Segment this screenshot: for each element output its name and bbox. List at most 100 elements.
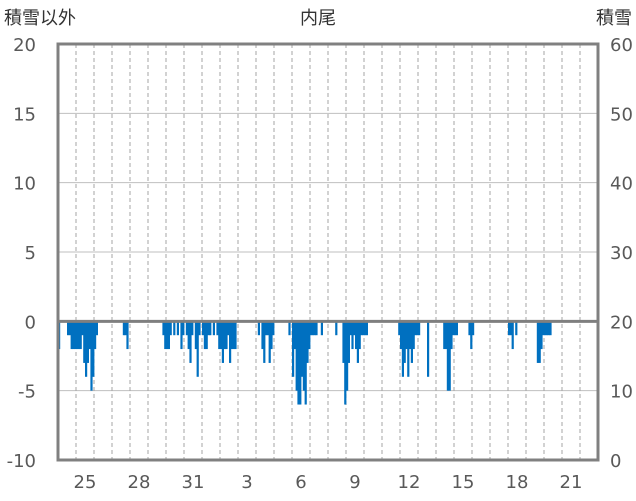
y-tick-label-right: 50	[610, 104, 633, 125]
bar	[400, 321, 403, 350]
bar	[77, 321, 80, 350]
bar	[234, 321, 237, 350]
bar	[304, 321, 307, 405]
left-y-axis: 20 15 10 5 0 -5 -10	[7, 35, 36, 472]
bar	[297, 321, 300, 405]
bar	[229, 321, 232, 363]
bar	[67, 321, 70, 336]
y-tick-label-left: 5	[25, 243, 36, 264]
bar	[405, 321, 408, 350]
bar	[257, 321, 260, 336]
bar	[74, 321, 77, 350]
bar	[295, 321, 298, 391]
bar	[230, 321, 233, 350]
bar	[223, 321, 226, 350]
bar	[410, 321, 413, 363]
bar	[86, 321, 89, 363]
bar	[427, 321, 430, 377]
bar	[358, 321, 361, 350]
bar	[472, 321, 475, 336]
x-tick-label: 9	[349, 472, 360, 493]
bar	[288, 321, 291, 336]
x-axis: 25 28 31 3 6 9 12 15 18 21	[74, 472, 583, 493]
left-axis-title: 積雪以外	[4, 8, 76, 29]
bar	[544, 321, 547, 336]
bar	[122, 321, 125, 336]
y-tick-label-left: 20	[13, 35, 36, 56]
bar	[448, 321, 451, 391]
bar	[293, 321, 296, 350]
y-tick-label-right: 40	[610, 174, 633, 195]
bar	[212, 321, 215, 336]
bar	[508, 321, 511, 336]
bar	[220, 321, 223, 350]
bar	[515, 321, 518, 336]
y-tick-label-left: -5	[18, 382, 36, 403]
bar	[266, 321, 269, 336]
bar	[416, 321, 419, 336]
bar	[218, 321, 221, 350]
bar	[227, 321, 230, 336]
bar	[450, 321, 453, 350]
bar	[538, 321, 541, 363]
bar	[162, 321, 165, 336]
y-tick-label-right: 60	[610, 35, 633, 56]
bar	[443, 321, 446, 350]
bar	[176, 321, 179, 336]
bar	[335, 321, 338, 336]
bar	[272, 321, 275, 336]
bar	[445, 321, 448, 350]
bar	[207, 321, 210, 336]
bar	[95, 321, 98, 336]
bar	[81, 321, 84, 336]
bar	[72, 321, 75, 350]
x-tick-label: 28	[128, 472, 151, 493]
bar	[455, 321, 458, 336]
bar	[185, 321, 188, 336]
bar	[124, 321, 127, 336]
bar	[401, 321, 404, 377]
bar	[418, 321, 421, 336]
bar	[189, 321, 192, 363]
bar	[232, 321, 235, 350]
bar	[452, 321, 455, 336]
bar	[351, 321, 354, 350]
bar	[302, 321, 305, 391]
bar	[301, 321, 304, 377]
plot-frame	[56, 42, 600, 462]
bar	[216, 321, 219, 336]
bar	[70, 321, 73, 350]
bar	[166, 321, 169, 350]
bar	[68, 321, 71, 336]
plot-border	[56, 42, 600, 462]
bar	[356, 321, 359, 363]
bar	[403, 321, 406, 363]
bar	[320, 321, 323, 336]
bar	[126, 321, 129, 350]
bar	[83, 321, 86, 363]
bar	[511, 321, 514, 350]
x-tick-label: 15	[452, 472, 475, 493]
x-tick-label: 6	[295, 472, 306, 493]
bar-series	[58, 321, 552, 405]
bar	[362, 321, 365, 336]
y-tick-label-right: 10	[610, 382, 633, 403]
y-tick-label-left: 10	[13, 174, 36, 195]
bar	[349, 321, 352, 336]
bar	[180, 321, 183, 350]
bar	[308, 321, 311, 350]
bar	[209, 321, 212, 336]
bar	[509, 321, 512, 336]
bar	[205, 321, 208, 350]
bar	[263, 321, 266, 363]
bar	[225, 321, 228, 350]
bar	[198, 321, 201, 336]
bar	[191, 321, 194, 336]
bar	[299, 321, 302, 405]
bar	[409, 321, 412, 350]
x-tick-label: 31	[182, 472, 205, 493]
bar	[187, 321, 190, 350]
bar	[315, 321, 318, 336]
y-tick-label-left: 0	[25, 312, 36, 333]
bar	[470, 321, 473, 350]
